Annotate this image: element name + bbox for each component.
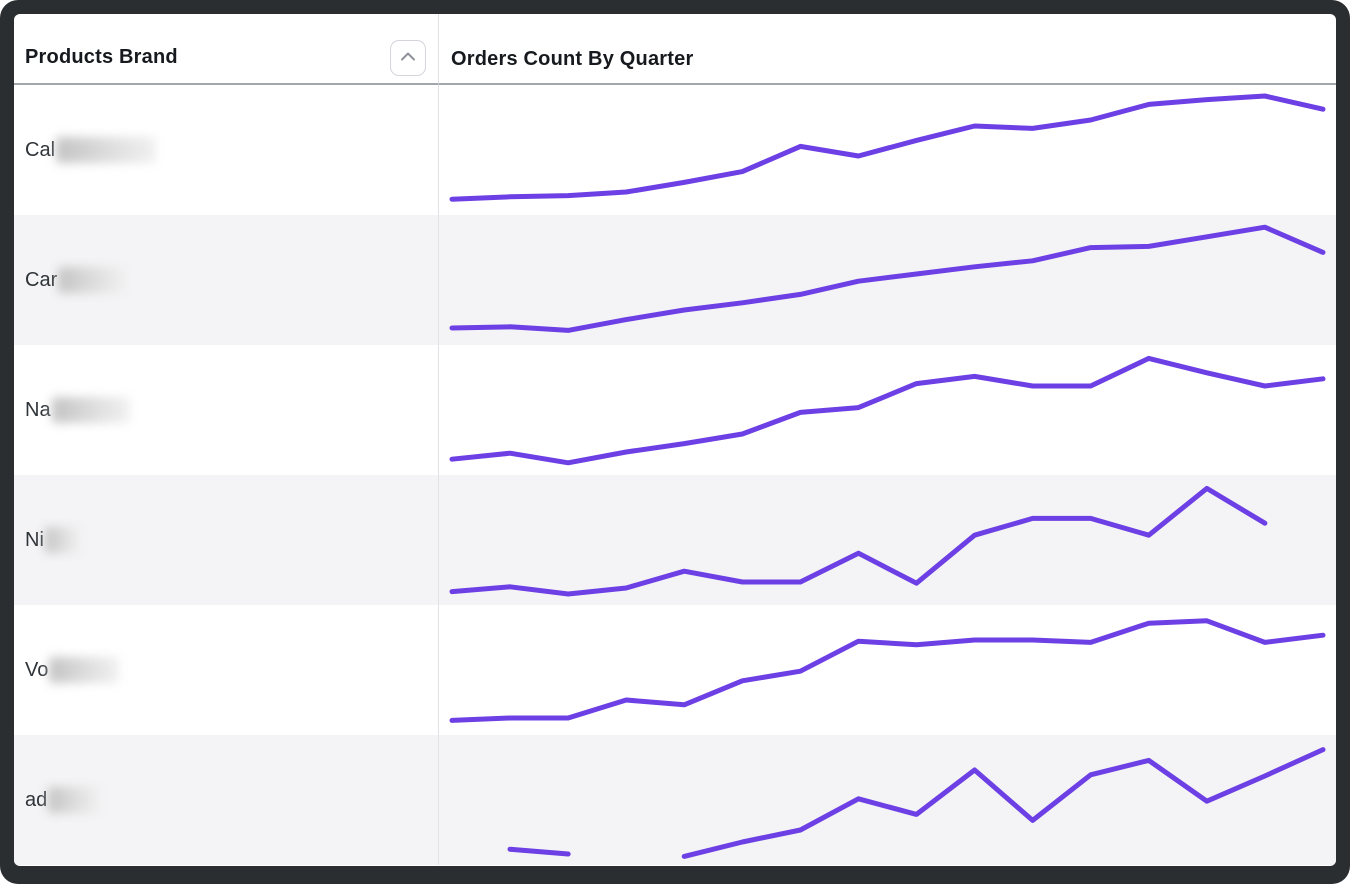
brand-cell[interactable]: Vo — [14, 605, 438, 735]
sparkline-chart — [449, 355, 1326, 466]
redacted-brand-text — [44, 527, 80, 553]
sort-button[interactable] — [390, 40, 426, 76]
brand-label: Ni — [25, 528, 44, 551]
brand-label: ad — [25, 788, 48, 811]
table-body: Cal Car Na Ni — [14, 85, 1336, 865]
redacted-brand-text — [58, 267, 127, 293]
sparkline-chart — [449, 224, 1326, 333]
brand-cell[interactable]: Ni — [14, 475, 438, 605]
sparkline-line — [507, 747, 1326, 859]
sparkline-chart — [449, 485, 1268, 597]
orders-sparkline-cell[interactable] — [438, 605, 1336, 735]
redacted-brand-text — [49, 657, 120, 683]
sparkline-line — [449, 93, 1326, 202]
brand-label: Cal — [25, 138, 56, 161]
table-row: Cal — [14, 85, 1336, 215]
table-row: Vo — [14, 605, 1336, 735]
table-header: Products Brand Orders Count By Quarter — [14, 14, 1336, 85]
column-header-products-brand-label: Products Brand — [25, 46, 178, 68]
redacted-brand-text — [48, 787, 101, 813]
orders-sparkline-cell[interactable] — [438, 735, 1336, 865]
redacted-brand-text — [56, 137, 157, 163]
table-card: Products Brand Orders Count By Quarter C… — [14, 14, 1336, 866]
orders-sparkline-cell[interactable] — [438, 345, 1336, 475]
table-row: Na — [14, 345, 1336, 475]
sparkline-chart — [449, 618, 1326, 723]
column-header-orders-count: Orders Count By Quarter — [438, 14, 1336, 85]
column-header-products-brand: Products Brand — [14, 14, 438, 85]
brand-label: Car — [25, 268, 58, 291]
brand-cell[interactable]: Car — [14, 215, 438, 345]
sparkline-chart — [449, 93, 1326, 202]
brand-label: Na — [25, 398, 51, 421]
column-header-orders-count-label: Orders Count By Quarter — [451, 48, 694, 70]
brand-label: Vo — [25, 658, 49, 681]
sparkline-chart — [507, 747, 1326, 859]
brand-cell[interactable]: Cal — [14, 85, 438, 215]
brand-cell[interactable]: ad — [14, 735, 438, 865]
table-row: Car — [14, 215, 1336, 345]
table-row: ad — [14, 735, 1336, 865]
sparkline-line — [449, 355, 1326, 466]
orders-sparkline-cell[interactable] — [438, 215, 1336, 345]
orders-sparkline-cell[interactable] — [438, 85, 1336, 215]
chevron-up-icon — [397, 46, 419, 71]
sparkline-line — [449, 485, 1268, 597]
brand-cell[interactable]: Na — [14, 345, 438, 475]
table-row: Ni — [14, 475, 1336, 605]
sparkline-line — [449, 618, 1326, 723]
orders-sparkline-cell[interactable] — [438, 475, 1336, 605]
sparkline-line — [449, 224, 1326, 333]
redacted-brand-text — [51, 397, 130, 423]
